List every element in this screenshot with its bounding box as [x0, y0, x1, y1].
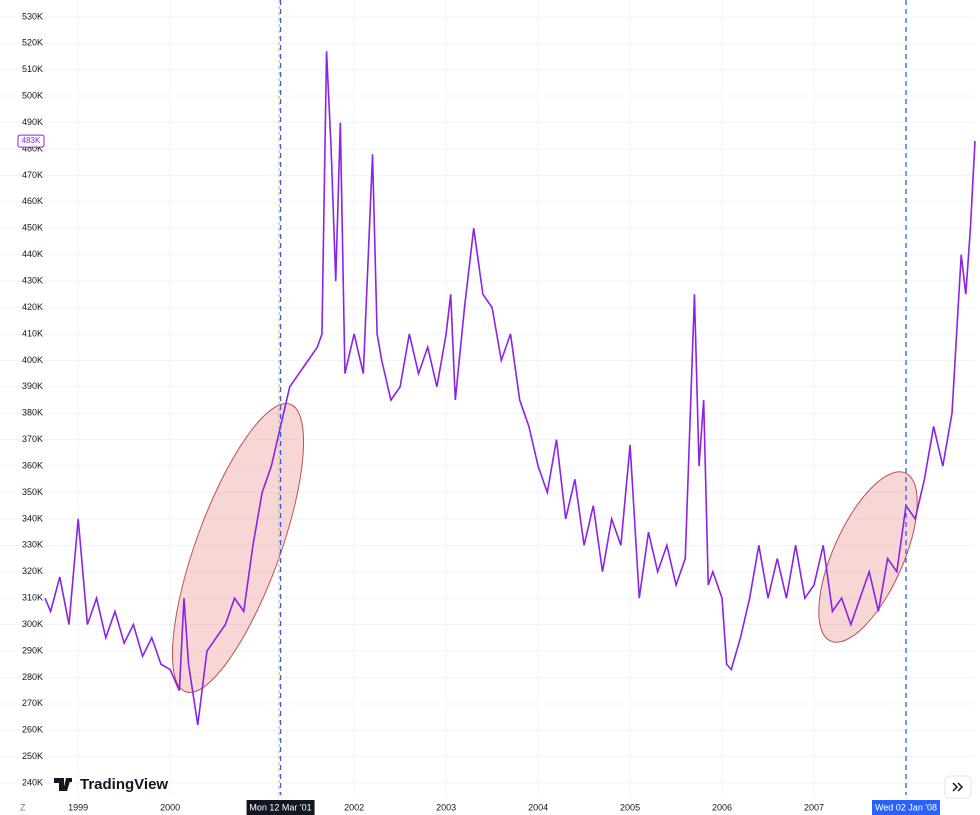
y-tick-label: 310K — [22, 593, 43, 603]
y-tick-label: 500K — [22, 91, 43, 101]
y-tick-label: 260K — [22, 725, 43, 735]
brand: TradingView — [80, 776, 168, 793]
annotation-ellipse — [818, 471, 918, 643]
logo: TradingView — [54, 776, 168, 793]
y-tick-label: 240K — [22, 777, 43, 787]
y-tick-label: 440K — [22, 249, 43, 259]
scroll-icon — [952, 782, 964, 792]
plot — [44, 51, 976, 726]
y-tick-label: 370K — [22, 434, 43, 444]
x-tick-label: 2000 — [160, 802, 180, 812]
y-tick-label: 300K — [22, 619, 43, 629]
last-value-tag — [17, 134, 45, 148]
crosshair-label: Mon 12 Mar '01 — [249, 802, 311, 812]
y-tick-label: 530K — [22, 11, 43, 21]
y-tick-label: 480K — [22, 143, 43, 153]
x-tick-label: 2007 — [804, 802, 824, 812]
y-tick-label: 290K — [22, 645, 43, 655]
x-tick-label: 2005 — [620, 802, 640, 812]
y-tick-label: 280K — [22, 672, 43, 682]
y-tick-label: 270K — [22, 698, 43, 708]
y-tick-label: 430K — [22, 275, 43, 285]
x-tick-label: 2006 — [712, 802, 732, 812]
y-tick-label: 420K — [22, 302, 43, 312]
grid — [0, 0, 975, 795]
y-tick-label: 450K — [22, 223, 43, 233]
y-tick-label: 340K — [22, 513, 43, 523]
x-tick-label: 2004 — [528, 802, 548, 812]
y-tick-label: 390K — [22, 381, 43, 391]
scale-button[interactable]: Z — [20, 802, 26, 812]
crosshair-label: Wed 02 Jan '08 — [875, 802, 937, 812]
y-tick-label: 330K — [22, 540, 43, 550]
y-tick-label: 360K — [22, 460, 43, 470]
y-tick-label: 460K — [22, 196, 43, 206]
annotation-ellipse — [171, 403, 305, 693]
last-value-label: 483K — [22, 136, 41, 145]
series-line — [44, 51, 976, 726]
y-tick-label: 490K — [22, 117, 43, 127]
y-tick-label: 410K — [22, 328, 43, 338]
y-tick-label: 250K — [22, 751, 43, 761]
x-tick-label: 2003 — [436, 802, 456, 812]
y-tick-label: 520K — [22, 38, 43, 48]
y-tick-label: 470K — [22, 170, 43, 180]
y-tick-label: 350K — [22, 487, 43, 497]
crosshair-label-box — [872, 800, 941, 815]
y-tick-label: 380K — [22, 408, 43, 418]
crosshair-label-box — [246, 800, 315, 815]
x-tick-label: 2002 — [344, 802, 364, 812]
y-tick-label: 400K — [22, 355, 43, 365]
x-tick-label: 1999 — [68, 802, 88, 812]
y-tick-label: 510K — [22, 64, 43, 74]
y-tick-label: 320K — [22, 566, 43, 576]
